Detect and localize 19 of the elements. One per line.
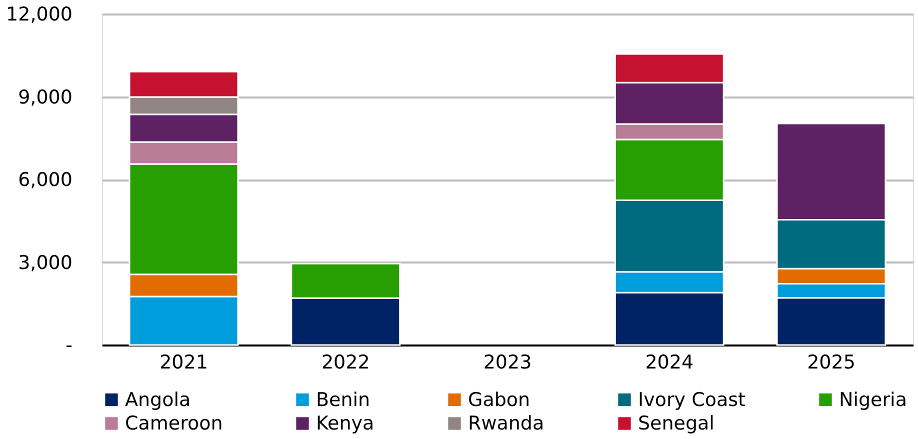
x-tick-label: 2023 — [483, 352, 532, 374]
legend-label: Gabon — [468, 388, 530, 411]
x-tick-label: 2025 — [807, 352, 856, 374]
y-tick-label: 6,000 — [18, 169, 72, 191]
legend-label: Kenya — [316, 412, 374, 434]
legend-label: Ivory Coast — [638, 388, 746, 411]
legend-label: Angola — [125, 388, 191, 411]
x-tick-label: 2024 — [645, 352, 694, 374]
x-tick-label: 2021 — [160, 352, 208, 374]
legend-label: Cameroon — [125, 412, 223, 434]
x-tick-label: 2022 — [321, 352, 370, 374]
legend-label: Senegal — [638, 412, 714, 434]
y-tick-label: - — [66, 334, 72, 356]
y-tick-label: 3,000 — [18, 252, 72, 274]
y-tick-label: 9,000 — [18, 86, 72, 108]
legend-label: Benin — [316, 388, 370, 411]
legend-label: Nigeria — [839, 388, 907, 411]
legend-label: Rwanda — [468, 412, 544, 434]
y-tick-label: 12,000 — [6, 4, 72, 26]
